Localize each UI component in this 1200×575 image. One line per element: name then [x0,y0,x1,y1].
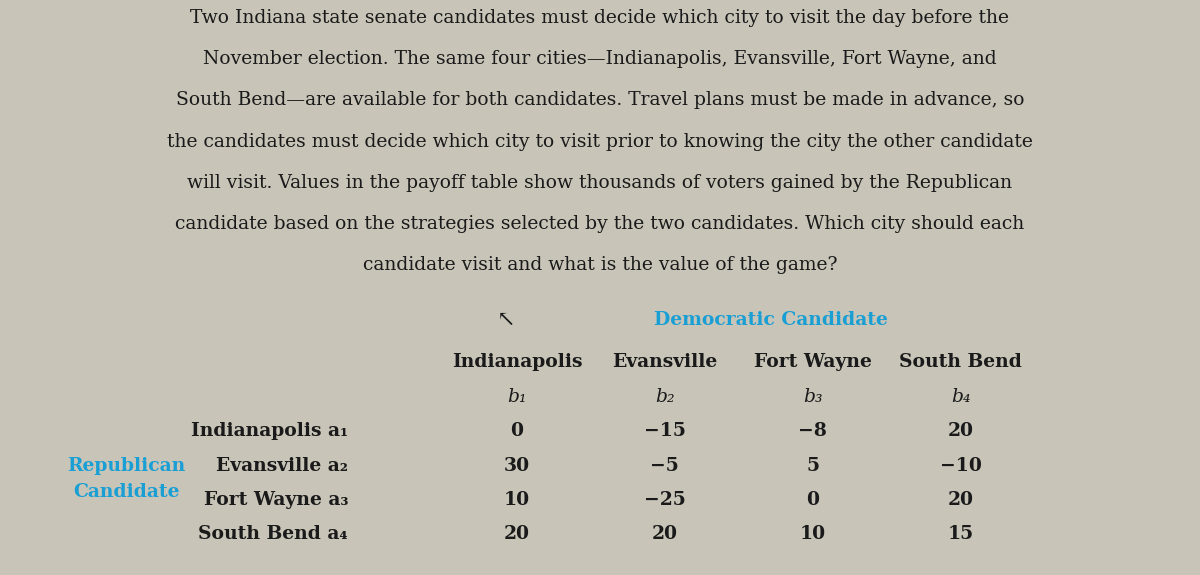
Text: b₂: b₂ [655,388,674,406]
Text: 20: 20 [948,422,973,440]
Text: 20: 20 [948,491,973,509]
Text: Indianapolis a₁: Indianapolis a₁ [191,422,348,440]
Text: 15: 15 [948,526,973,543]
Text: South Bend: South Bend [899,354,1022,371]
Text: 5: 5 [806,457,820,474]
Text: 10: 10 [799,526,826,543]
Text: 30: 30 [504,457,530,474]
Text: b₃: b₃ [803,388,822,406]
Text: Candidate: Candidate [73,483,180,501]
Text: −10: −10 [940,457,982,474]
Text: ↖: ↖ [497,309,516,331]
Text: Indianapolis: Indianapolis [451,354,582,371]
Text: 20: 20 [652,526,678,543]
Text: Fort Wayne a₃: Fort Wayne a₃ [204,491,348,509]
Text: Democratic Candidate: Democratic Candidate [654,311,888,329]
Text: 0: 0 [806,491,820,509]
Text: candidate based on the strategies selected by the two candidates. Which city sho: candidate based on the strategies select… [175,215,1025,233]
Text: 0: 0 [510,422,523,440]
Text: Republican: Republican [67,457,185,474]
Text: b₄: b₄ [950,388,971,406]
Text: candidate visit and what is the value of the game?: candidate visit and what is the value of… [362,256,838,274]
Text: 10: 10 [504,491,530,509]
Text: South Bend a₄: South Bend a₄ [198,526,348,543]
Text: −5: −5 [650,457,679,474]
Text: Fort Wayne: Fort Wayne [754,354,871,371]
Text: Evansville a₂: Evansville a₂ [216,457,348,474]
Text: Evansville: Evansville [612,354,718,371]
Text: November election. The same four cities—Indianapolis, Evansville, Fort Wayne, an: November election. The same four cities—… [203,50,997,68]
Text: will visit. Values in the payoff table show thousands of voters gained by the Re: will visit. Values in the payoff table s… [187,174,1013,191]
Text: −8: −8 [798,422,827,440]
Text: b₁: b₁ [508,388,527,406]
Text: Two Indiana state senate candidates must decide which city to visit the day befo: Two Indiana state senate candidates must… [191,9,1009,27]
Text: −25: −25 [644,491,685,509]
Text: South Bend—are available for both candidates. Travel plans must be made in advan: South Bend—are available for both candid… [175,91,1025,109]
Text: the candidates must decide which city to visit prior to knowing the city the oth: the candidates must decide which city to… [167,133,1033,151]
Text: 20: 20 [504,526,530,543]
Text: −15: −15 [644,422,685,440]
